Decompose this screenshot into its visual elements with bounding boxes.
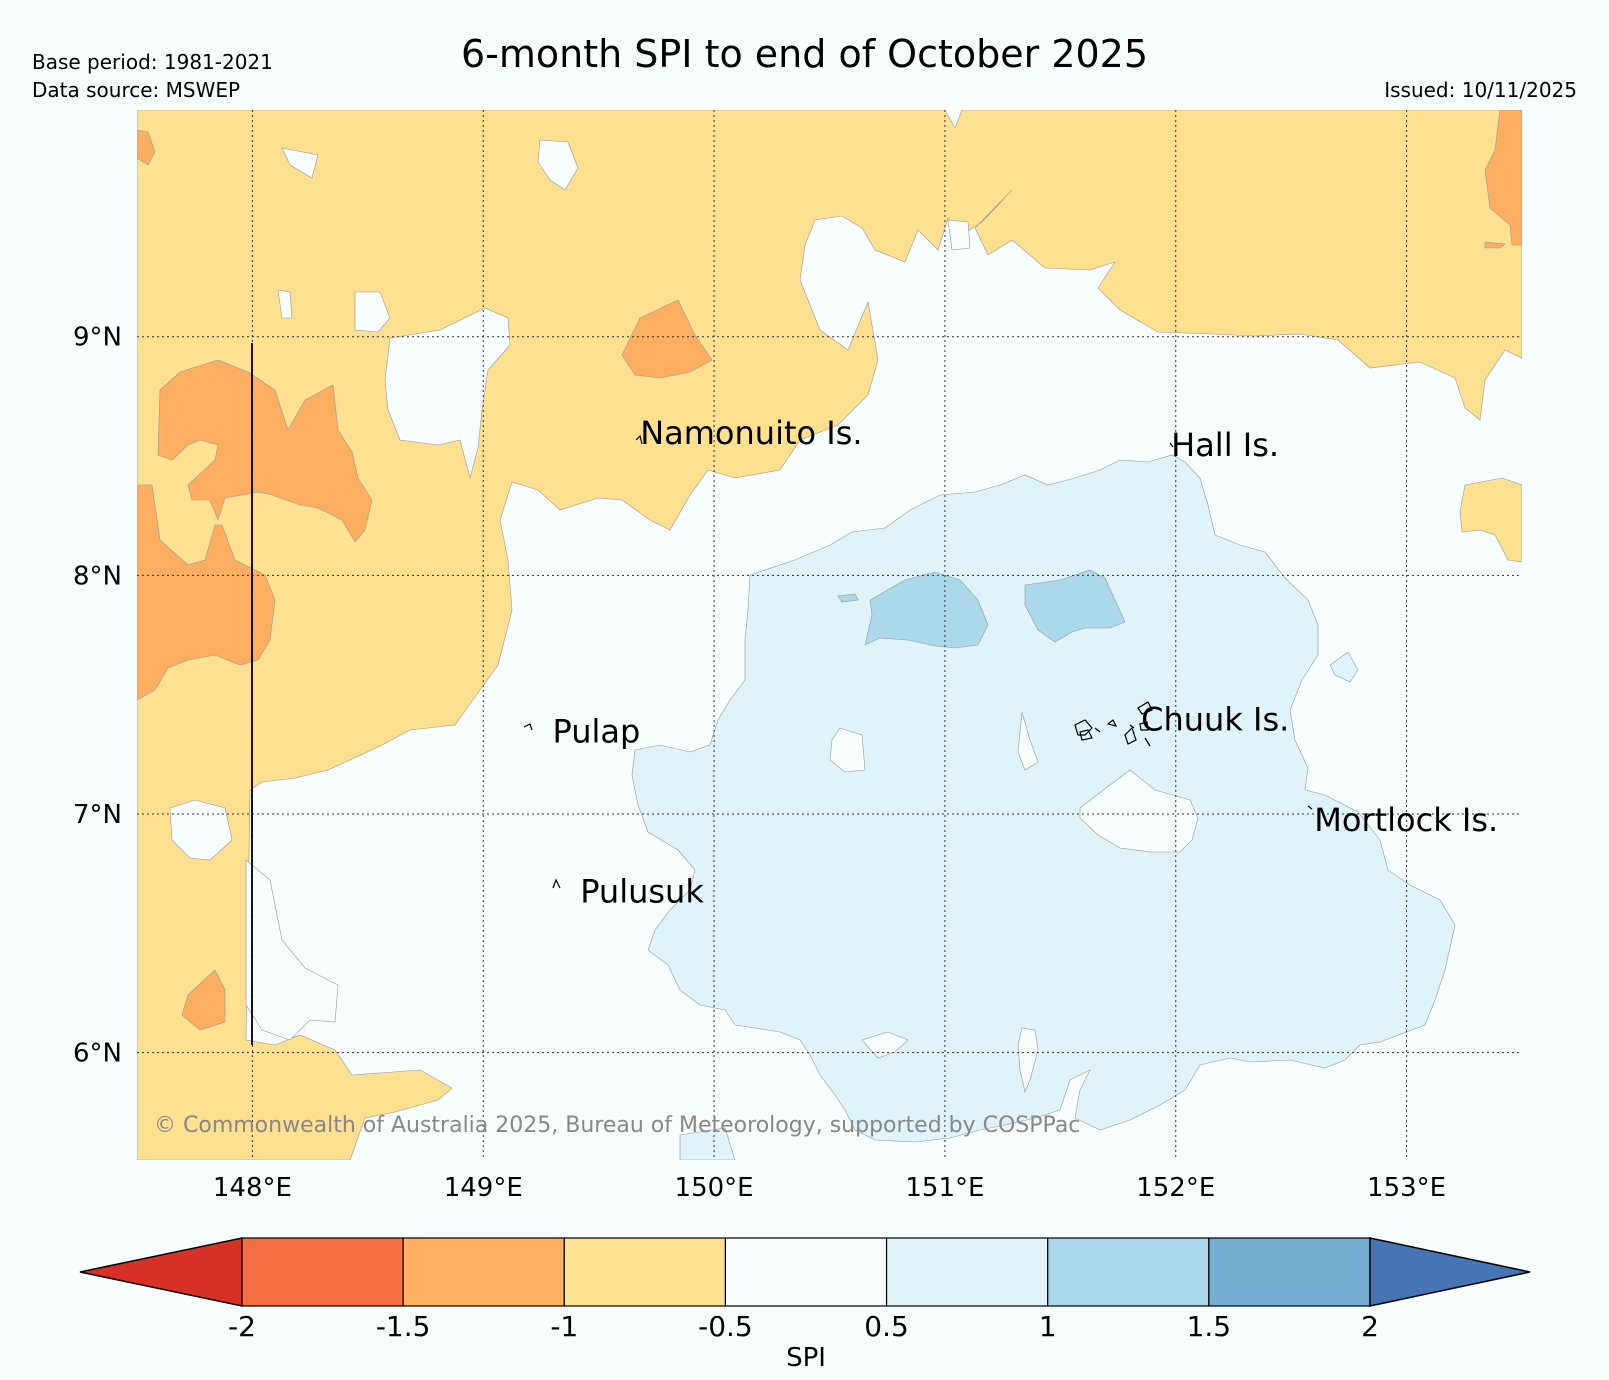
hall-island-marker — [1169, 442, 1174, 448]
spi-region-neutral-patch — [947, 219, 971, 251]
colorbar-segment — [885, 1237, 1049, 1307]
colorbar-segment — [1208, 1237, 1371, 1307]
lon-tick-label: 153°E — [1367, 1173, 1446, 1203]
spi-region-orange-patch — [1484, 110, 1522, 246]
spi-region-wet-medium — [864, 571, 989, 649]
spi-region-orange-west — [157, 359, 373, 543]
lon-tick-label: 148°E — [213, 1173, 292, 1203]
colorbar-segment — [1047, 1237, 1210, 1307]
spi-region-neutral-patch — [384, 307, 511, 480]
spi-region-neutral-patch — [861, 1031, 909, 1059]
axis-tick-labels: 148°E 149°E 150°E 151°E 152°E 153°E 6°N 7°N 8°N 9… — [73, 323, 1446, 1203]
spi-region-neutral-patch — [354, 291, 391, 333]
lon-tick-label: 151°E — [905, 1173, 984, 1203]
namonuito-island-marker — [635, 434, 643, 445]
place-label: Pulap — [553, 712, 641, 750]
lat-tick-label: 6°N — [73, 1039, 122, 1069]
pulusuk-island-marker — [552, 878, 561, 889]
spi-region-orange-patch — [621, 299, 713, 379]
colorbar-tick-label: -0.5 — [698, 1310, 753, 1343]
issued-date: Issued: 10/11/2025 — [1384, 78, 1577, 102]
lon-tick-label: 152°E — [1136, 1173, 1215, 1203]
place-label: Chuuk Is. — [1141, 701, 1289, 739]
colorbar-tick-label: -2 — [228, 1310, 256, 1343]
colorbar-segment — [724, 1237, 888, 1307]
place-label: Hall Is. — [1171, 426, 1279, 464]
spi-region-neutral-patch — [277, 289, 293, 319]
spi-region-wet-medium — [837, 593, 859, 603]
spi-region-wet-patch — [679, 1127, 736, 1160]
lat-tick-label: 7°N — [73, 800, 122, 830]
colorbar-label: SPI — [786, 1343, 826, 1373]
colorbar-extend-high — [1369, 1237, 1531, 1307]
colorbar-tick-label: -1.5 — [376, 1310, 431, 1343]
spi-region-neutral-patch — [1079, 769, 1199, 853]
pulap-island-marker — [523, 723, 533, 731]
colorbar-segment — [241, 1237, 404, 1307]
lat-tick-label: 9°N — [73, 323, 122, 353]
spi-region-neutral-patch — [1017, 711, 1039, 771]
colorbar-tick-label: -1 — [550, 1310, 578, 1343]
spi-region-orange-patch — [137, 129, 156, 166]
chuuk-lagoon-islands — [1074, 701, 1153, 747]
place-label: Mortlock Is. — [1314, 801, 1498, 839]
colorbar-extend-low — [79, 1237, 243, 1307]
spi-region-neutral-patch — [169, 799, 233, 861]
spi-region-orange-patch — [181, 969, 226, 1031]
spi-region-neutral-patch — [245, 859, 339, 1041]
lon-tick-label: 149°E — [444, 1173, 523, 1203]
spi-region-neutral-patch — [1017, 1027, 1039, 1093]
colorbar: -2 -1.5 -1 -0.5 0.5 1 1.5 2 — [79, 1237, 1531, 1343]
spi-region-wet-medium — [1024, 569, 1126, 643]
place-label: Namonuito Is. — [640, 414, 862, 452]
spi-region-wet-central — [631, 454, 1456, 1143]
map-plot-area: Namonuito Is. Hall Is. Pulap Chuuk Is. Mortl… — [137, 110, 1522, 1160]
spi-region-wet-patch — [1329, 651, 1359, 683]
spi-region-neutral-patch — [281, 147, 319, 179]
lat-tick-label: 8°N — [73, 561, 122, 591]
copyright-notice: © Commonwealth of Australia 2025, Bureau… — [154, 1113, 1080, 1138]
map-title: 6-month SPI to end of October 2025 — [460, 32, 1149, 76]
graticule — [137, 110, 1522, 1160]
colorbar-tick-label: 1 — [1039, 1310, 1057, 1343]
place-labels: Namonuito Is. Hall Is. Pulap Chuuk Is. Mortl… — [553, 414, 1499, 910]
spi-region-orange-west — [137, 484, 276, 701]
colorbar-tick-label: 2 — [1361, 1310, 1379, 1343]
lon-tick-label: 150°E — [675, 1173, 754, 1203]
colorbar-tick-label: 1.5 — [1187, 1310, 1232, 1343]
spi-region-orange-patch — [1484, 241, 1506, 249]
base-period: Base period: 1981-2021 — [32, 50, 273, 74]
colorbar-segment — [563, 1237, 727, 1307]
mortlock-island-marker — [1307, 805, 1313, 810]
spi-region-neutral-patch — [829, 727, 866, 773]
place-label: Pulusuk — [580, 872, 704, 910]
spi-region-dry-east — [1459, 477, 1522, 563]
spi-region-neutral-patch — [537, 139, 579, 191]
colorbar-tick-label: 0.5 — [864, 1310, 909, 1343]
data-source: Data source: MSWEP — [32, 78, 241, 102]
colorbar-segment — [402, 1237, 565, 1307]
